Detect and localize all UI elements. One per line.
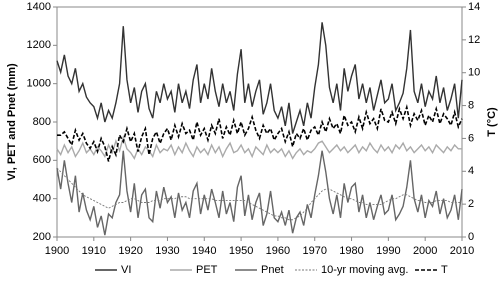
y2-tick-label: 0 <box>468 231 474 243</box>
x-tick-label: 1970 <box>302 245 326 257</box>
x-tick-label: 2000 <box>413 245 437 257</box>
y-axis-title: VI, PET and Pnet (mm) <box>6 63 18 181</box>
x-tick-label: 1960 <box>266 245 290 257</box>
x-tick-label: 1920 <box>118 245 142 257</box>
legend-label: PET <box>196 264 218 276</box>
y2-tick-label: 14 <box>468 1 480 13</box>
y-tick-label: 1000 <box>27 78 51 90</box>
x-tick-label: 1910 <box>82 245 106 257</box>
y2-tick-label: 4 <box>468 165 474 177</box>
y2-tick-label: 8 <box>468 99 474 111</box>
y2-axis-title: T (°C) <box>486 107 498 137</box>
x-tick-label: 1940 <box>192 245 216 257</box>
legend-label: Pnet <box>261 264 284 276</box>
y-tick-label: 1200 <box>27 39 51 51</box>
y-tick-label: 1400 <box>27 1 51 13</box>
plot-frame <box>56 6 463 238</box>
legend-label: VI <box>121 264 131 276</box>
y-tick-label: 400 <box>33 193 51 205</box>
y2-tick-label: 6 <box>468 132 474 144</box>
y-tick-label: 200 <box>33 231 51 243</box>
x-tick-label: 1990 <box>376 245 400 257</box>
series-line <box>56 22 463 134</box>
x-tick-label: 1980 <box>339 245 363 257</box>
series-line <box>56 167 462 221</box>
legend-label: 10-yr moving avg. <box>321 264 408 276</box>
x-tick-label: 2010 <box>450 245 474 257</box>
legend-label: T <box>441 264 448 276</box>
x-tick-label: 1950 <box>229 245 253 257</box>
x-tick-label: 1930 <box>155 245 179 257</box>
y2-tick-label: 10 <box>468 67 480 79</box>
series-line <box>56 134 462 160</box>
x-tick-label: 1900 <box>45 245 69 257</box>
y2-tick-label: 2 <box>468 198 474 210</box>
series-line <box>56 150 463 236</box>
y-tick-label: 800 <box>33 116 51 128</box>
y-tick-label: 600 <box>33 154 51 166</box>
y2-tick-label: 12 <box>468 34 480 46</box>
series-line <box>57 104 463 162</box>
